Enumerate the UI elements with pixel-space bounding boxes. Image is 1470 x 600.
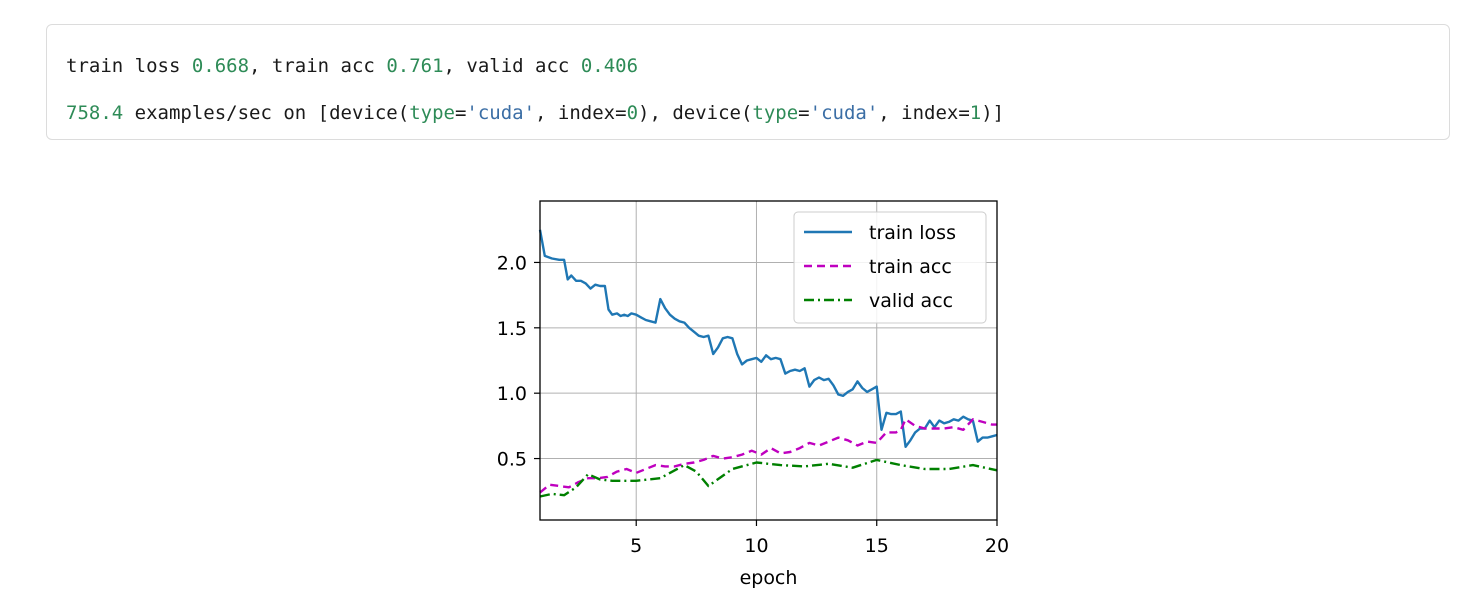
output-token: , train acc — [249, 55, 387, 77]
x-axis-label: epoch — [740, 567, 798, 589]
tick-layer: 5 10 15 20 0.5 1.0 1.5 2.0 — [497, 252, 1009, 557]
y-tick-label: 1.5 — [497, 318, 527, 340]
legend-label: train loss — [869, 222, 956, 244]
series-line-train-loss — [538, 229, 998, 448]
output-token: )] — [981, 102, 1005, 124]
output-token: = — [454, 102, 467, 124]
output-token: 0 — [626, 102, 639, 124]
output-token: 'cuda' — [466, 102, 536, 124]
output-token: , index= — [878, 102, 970, 124]
output-cell: train loss 0.668, train acc 0.761, valid… — [46, 24, 1450, 140]
output-token: ), device( — [638, 102, 753, 124]
output-token: 758.4 — [66, 102, 124, 124]
series-line-train-acc — [539, 418, 997, 494]
legend-label: valid acc — [869, 290, 953, 312]
output-token: 'cuda' — [809, 102, 879, 124]
output-token: 1 — [969, 102, 982, 124]
y-tick-label: 0.5 — [497, 449, 527, 471]
legend-box — [793, 211, 987, 324]
x-tick-label: 5 — [630, 535, 642, 557]
output-token: examples/sec on [device( — [123, 102, 410, 124]
output-token: 0.761 — [386, 55, 444, 77]
legend-label: train acc — [869, 256, 952, 278]
output-line-throughput: 758.4 examples/sec on [device(type='cuda… — [66, 102, 1004, 124]
output-token: , valid acc — [443, 55, 581, 77]
output-token: type — [409, 102, 455, 124]
output-token: train loss — [66, 55, 192, 77]
x-tick-label: 20 — [985, 535, 1009, 557]
series-layer — [538, 229, 998, 498]
legend: train loss train acc valid acc — [793, 211, 987, 324]
x-tick-label: 10 — [744, 535, 768, 557]
output-token: 0.406 — [580, 55, 639, 77]
x-tick-label: 15 — [865, 535, 889, 557]
output-line-metrics: train loss 0.668, train acc 0.761, valid… — [66, 55, 638, 77]
output-token: type — [752, 102, 799, 124]
series-line-valid-acc — [539, 458, 998, 498]
output-token: , index= — [535, 102, 627, 124]
output-token: = — [798, 102, 810, 124]
plot-frame — [539, 200, 998, 521]
output-token: 0.668 — [191, 55, 250, 77]
y-tick-label: 2.0 — [497, 252, 527, 274]
y-tick-label: 1.0 — [497, 383, 527, 405]
